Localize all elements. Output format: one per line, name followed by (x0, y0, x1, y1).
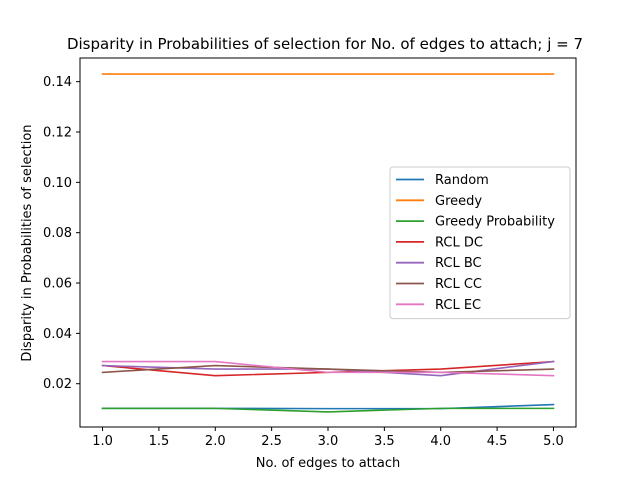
y-axis-label: Disparity in Probabilities of selection (20, 124, 35, 361)
x-tick-label: 5.0 (543, 434, 564, 449)
x-tick-label: 2.5 (261, 434, 282, 449)
y-tick-label: 0.04 (43, 327, 72, 342)
y-tick-label: 0.08 (43, 226, 72, 241)
y-tick-label: 0.06 (43, 277, 72, 292)
y-tick-label: 0.10 (43, 176, 72, 191)
x-tick-label: 1.5 (149, 434, 170, 449)
axes-frame (79, 57, 577, 428)
legend-label: RCL DC (435, 235, 483, 250)
legend-label: Greedy Probability (435, 215, 555, 230)
x-tick-label: 3.0 (318, 434, 339, 449)
x-tick-label: 1.0 (92, 434, 113, 449)
legend-label: RCL BC (435, 256, 482, 271)
x-tick-label: 3.5 (374, 434, 395, 449)
y-tick-label: 0.02 (43, 377, 72, 392)
series-line-rcl-cc (101, 364, 555, 374)
legend-frame (389, 166, 571, 320)
legend-label: RCL CC (435, 277, 482, 292)
legend-label: RCL EC (435, 298, 481, 313)
y-tick-label: 0.12 (43, 126, 72, 141)
y-tick-label: 0.14 (43, 75, 72, 90)
x-tick-label: 2.0 (205, 434, 226, 449)
plot-area (101, 73, 555, 413)
series-line-rcl-ec (101, 360, 555, 377)
y-axis-ticks: 0.02 0.04 0.06 0.08 0.10 0.12 0.14 (43, 75, 80, 392)
legend: Random Greedy Greedy Probability RCL DC RCL … (389, 166, 571, 320)
legend-label: Greedy (435, 194, 482, 209)
x-tick-label: 4.0 (430, 434, 451, 449)
legend-label: Random (435, 173, 489, 188)
series-line-greedy-probability (101, 407, 555, 413)
chart-title: Disparity in Probabilities of selection … (67, 35, 583, 53)
x-axis-label: No. of edges to attach (256, 456, 400, 471)
x-tick-label: 4.5 (487, 434, 508, 449)
x-axis-ticks: 1.0 1.5 2.0 2.5 3.0 3.5 4.0 4.5 5.0 (92, 427, 564, 449)
